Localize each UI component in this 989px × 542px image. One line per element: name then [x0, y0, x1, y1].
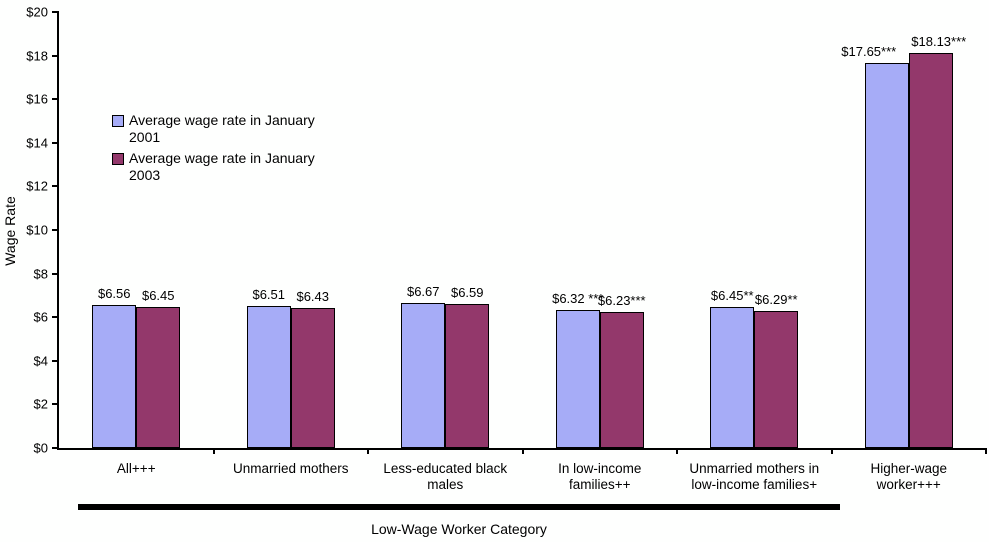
x-axis-tick: [521, 448, 524, 454]
value-label: $6.51: [252, 287, 286, 303]
category-label: All+++: [116, 461, 156, 476]
value-label: $6.32 ***: [552, 291, 604, 307]
y-axis-tick-label: $8: [33, 266, 48, 282]
x-axis-tick: [676, 448, 678, 454]
y-axis-tick-label: $12: [26, 178, 48, 194]
y-axis-tick: [52, 98, 59, 101]
bar-2003: [599, 312, 644, 448]
value-label: $6.45: [141, 288, 175, 304]
bar-2001: [401, 302, 446, 448]
y-axis-tick: [52, 316, 59, 319]
legend-label-2001: Average wage rate in January 2001: [129, 112, 315, 145]
category-label: Unmarried mothers: [232, 461, 349, 476]
y-axis-tick-label: $18: [26, 48, 48, 64]
y-axis-tick-label: $2: [33, 396, 48, 412]
x-axis-tick: [830, 448, 833, 454]
value-label: $6.67: [406, 283, 440, 299]
x-axis-tick: [212, 448, 215, 454]
value-label: $6.45**: [710, 288, 754, 304]
y-axis-tick-label: $10: [26, 222, 48, 238]
legend-label-2003: Average wage rate in January 2003: [129, 150, 315, 183]
y-axis-tick: [52, 54, 59, 57]
y-axis-tick: [52, 11, 59, 13]
x-axis-tick: [985, 448, 987, 454]
y-axis-tick-label: $6: [33, 309, 48, 325]
y-axis-tick-label: $14: [26, 135, 48, 151]
y-axis-tick-label: $20: [26, 4, 48, 20]
value-label: $6.56: [97, 286, 131, 301]
bar-2003: [754, 310, 799, 448]
y-axis-tick: [52, 403, 59, 406]
bar-2003: [136, 307, 181, 448]
bar-2001: [92, 305, 137, 448]
bar-2003: [908, 52, 953, 448]
category-label: Higher-wage worker+++: [870, 461, 948, 492]
y-axis-tick: [52, 447, 59, 449]
y-axis-tick: [52, 272, 59, 275]
y-axis-tick: [52, 359, 59, 362]
value-label: $6.43: [296, 288, 330, 304]
bar-2001: [555, 310, 600, 448]
y-axis-tick: [52, 229, 59, 231]
legend-entry-2001: Average wage rate in January 2001: [112, 112, 334, 146]
category-label: Less-educated black males: [383, 461, 508, 492]
y-axis-tick-label: $16: [26, 91, 48, 107]
x-axis-tick: [367, 448, 369, 454]
value-label: $6.59: [450, 285, 484, 301]
legend-entry-2003: Average wage rate in January 2003: [112, 150, 334, 184]
bar-2003: [445, 304, 490, 448]
plot-area: $0 $2 $4 $6 $8 $10 $12 $14 $16 $18 $20 $6.56 $6.45 Al…: [26, 5, 987, 492]
legend-swatch-2003: [112, 153, 124, 165]
y-axis-tick: [52, 185, 59, 188]
value-label: $6.29**: [754, 291, 798, 307]
y-axis-tick-label: $4: [33, 353, 48, 369]
legend-swatch-2001: [112, 115, 124, 127]
category-label: In low-income families++: [558, 461, 642, 492]
bar-2001: [246, 306, 291, 448]
low-wage-bracket-line: [78, 504, 840, 510]
bar-2003: [290, 307, 335, 448]
bar-2001: [710, 307, 755, 448]
value-label: $17.65***: [841, 44, 897, 60]
value-label: $6.23***: [597, 293, 646, 309]
x-axis-title: Low-Wage Worker Category: [371, 521, 547, 537]
y-axis-tick: [52, 141, 59, 144]
bar-2001: [864, 63, 909, 448]
legend: Average wage rate in January 2001 Averag…: [112, 112, 334, 188]
value-label: $18.13***: [911, 33, 967, 49]
y-axis-tick-label: $0: [33, 440, 48, 456]
category-label: Unmarried mothers in low-income families…: [689, 461, 820, 492]
